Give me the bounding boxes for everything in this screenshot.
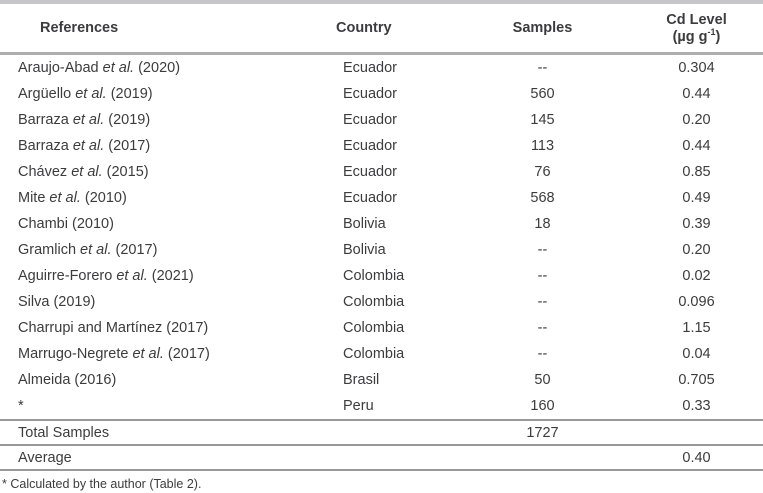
country-cell: Colombia <box>343 320 405 336</box>
samples-cell: 560 <box>530 86 555 102</box>
cd-level-cell: 1.15 <box>682 320 711 336</box>
column-header-country: Country <box>336 20 392 36</box>
table-body: Araujo-Abad et al. (2020) Ecuador -- 0.304 A… <box>0 55 763 419</box>
cd-level-cell: 0.304 <box>678 60 715 76</box>
cd-level-cell: 0.44 <box>682 86 711 102</box>
cd-level-cell: 0.096 <box>678 294 715 310</box>
cd-level-title: Cd Level <box>666 11 727 28</box>
table-row: Gramlich et al. (2017) Bolivia -- 0.20 <box>0 237 763 263</box>
table-row: Chávez et al. (2015) Ecuador 76 0.85 <box>0 159 763 185</box>
table-row: Chambi (2010) Bolivia 18 0.39 <box>0 211 763 237</box>
samples-cell: -- <box>537 268 548 284</box>
samples-cell: -- <box>537 346 548 362</box>
cd-level-table: References Country Samples Cd Level (µg … <box>0 0 763 471</box>
country-cell: Bolivia <box>343 242 386 258</box>
reference-cell: Gramlich et al. (2017) <box>18 242 158 258</box>
country-cell: Bolivia <box>343 216 386 232</box>
samples-cell: -- <box>537 242 548 258</box>
country-cell: Colombia <box>343 346 405 362</box>
samples-cell: 160 <box>530 398 555 414</box>
country-cell: Colombia <box>343 268 405 284</box>
reference-cell: * <box>18 398 24 414</box>
samples-cell: 76 <box>534 164 551 180</box>
country-cell: Brasil <box>343 372 380 388</box>
table-row: Silva (2019) Colombia -- 0.096 <box>0 289 763 315</box>
cd-level-cell: 0.04 <box>682 346 711 362</box>
reference-cell: Silva (2019) <box>18 294 96 310</box>
table-row: Charrupi and Martínez (2017) Colombia -- 1.… <box>0 315 763 341</box>
country-cell: Ecuador <box>343 86 398 102</box>
country-cell: Colombia <box>343 294 405 310</box>
table-row: * Peru 160 0.33 <box>0 393 763 419</box>
average-row: Average 0.40 <box>0 444 763 469</box>
total-samples-label: Total Samples <box>18 424 110 441</box>
country-cell: Peru <box>343 398 374 414</box>
table-row: Aguirre-Forero et al. (2021) Colombia -- 0.… <box>0 263 763 289</box>
cd-level-cell: 0.02 <box>682 268 711 284</box>
country-cell: Ecuador <box>343 60 398 76</box>
column-header-cd-level: Cd Level (µg g-1) <box>630 11 763 46</box>
cd-level-cell: 0.39 <box>682 216 711 232</box>
country-cell: Ecuador <box>343 190 398 206</box>
average-cd-value: 0.40 <box>682 449 711 466</box>
reference-cell: Charrupi and Martínez (2017) <box>18 320 209 336</box>
cd-level-cell: 0.44 <box>682 138 711 154</box>
country-cell: Ecuador <box>343 112 398 128</box>
samples-cell: 18 <box>534 216 551 232</box>
samples-cell: -- <box>537 294 548 310</box>
cd-level-unit: (µg g-1) <box>672 26 721 45</box>
samples-cell: -- <box>537 320 548 336</box>
average-label: Average <box>18 449 72 466</box>
table-row: Barraza et al. (2019) Ecuador 145 0.20 <box>0 107 763 133</box>
table-row: Araujo-Abad et al. (2020) Ecuador -- 0.304 <box>0 55 763 81</box>
reference-cell: Argüello et al. (2019) <box>18 86 153 102</box>
reference-cell: Mite et al. (2010) <box>18 190 127 206</box>
reference-cell: Chambi (2010) <box>18 216 114 232</box>
reference-cell: Aguirre-Forero et al. (2021) <box>18 268 194 284</box>
reference-cell: Almeida (2016) <box>18 372 117 388</box>
cd-level-cell: 0.85 <box>682 164 711 180</box>
reference-cell: Barraza et al. (2019) <box>18 112 151 128</box>
samples-cell: 568 <box>530 190 555 206</box>
country-cell: Ecuador <box>343 164 398 180</box>
reference-cell: Barraza et al. (2017) <box>18 138 151 154</box>
column-header-references: References <box>40 20 119 36</box>
table-row: Almeida (2016) Brasil 50 0.705 <box>0 367 763 393</box>
table-header-row: References Country Samples Cd Level (µg … <box>0 4 763 55</box>
cd-level-cell: 0.33 <box>682 398 711 414</box>
reference-cell: Marrugo-Negrete et al. (2017) <box>18 346 210 362</box>
total-samples-value: 1727 <box>526 424 559 441</box>
table-row: Argüello et al. (2019) Ecuador 560 0.44 <box>0 81 763 107</box>
samples-cell: 113 <box>530 138 555 154</box>
country-cell: Ecuador <box>343 138 398 154</box>
cd-level-cell: 0.705 <box>678 372 715 388</box>
table-row: Mite et al. (2010) Ecuador 568 0.49 <box>0 185 763 211</box>
cd-level-cell: 0.20 <box>682 112 711 128</box>
cd-level-cell: 0.20 <box>682 242 711 258</box>
reference-cell: Chávez et al. (2015) <box>18 164 149 180</box>
table-footnote: * Calculated by the author (Table 2). <box>2 477 202 491</box>
column-header-samples: Samples <box>512 20 573 36</box>
total-samples-row: Total Samples 1727 <box>0 419 763 444</box>
reference-cell: Araujo-Abad et al. (2020) <box>18 60 181 76</box>
samples-cell: 145 <box>530 112 555 128</box>
samples-cell: -- <box>537 60 548 76</box>
table-row: Barraza et al. (2017) Ecuador 113 0.44 <box>0 133 763 159</box>
table-row: Marrugo-Negrete et al. (2017) Colombia -- 0… <box>0 341 763 367</box>
samples-cell: 50 <box>534 372 551 388</box>
cd-level-cell: 0.49 <box>682 190 711 206</box>
